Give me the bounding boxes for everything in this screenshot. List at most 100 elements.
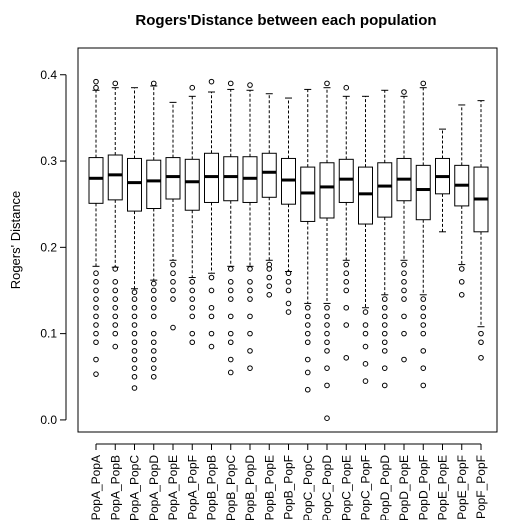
outlier <box>420 304 427 311</box>
outlier <box>266 291 273 298</box>
outlier <box>343 354 350 361</box>
outlier <box>170 279 176 285</box>
x-tick-label: PopF_PopF <box>474 455 488 519</box>
outlier <box>112 304 119 311</box>
outlier <box>247 266 253 272</box>
outlier <box>150 304 157 311</box>
outlier <box>458 279 465 285</box>
outlier <box>131 373 138 380</box>
outlier <box>401 89 407 95</box>
outlier <box>208 304 215 311</box>
outlier <box>112 322 119 328</box>
outlier <box>247 313 253 320</box>
outlier <box>304 339 311 346</box>
outlier <box>150 356 157 363</box>
outlier <box>150 80 157 87</box>
outlier <box>401 270 407 277</box>
x-tick-label: PopB_PopF <box>282 455 296 520</box>
outlier <box>304 330 311 337</box>
outlier <box>131 289 138 296</box>
outlier <box>170 270 176 277</box>
outlier <box>343 322 350 328</box>
outlier <box>131 322 138 328</box>
outlier <box>93 313 99 320</box>
outlier <box>112 80 119 87</box>
x-tick-label: PopB_PopD <box>243 455 257 520</box>
outlier <box>458 266 465 272</box>
outlier <box>93 287 99 294</box>
box <box>415 164 431 221</box>
outlier <box>420 80 427 87</box>
outlier <box>227 266 234 272</box>
outlier <box>227 80 234 87</box>
outlier <box>93 304 99 311</box>
x-tick-label: PopC_PopD <box>320 455 334 520</box>
outlier <box>420 330 427 337</box>
outlier <box>247 82 253 88</box>
outlier <box>93 339 99 346</box>
outlier <box>401 296 407 302</box>
outlier <box>304 313 311 320</box>
outlier <box>170 296 176 302</box>
chart-title: Rogers'Distance between each population <box>135 12 436 29</box>
outlier <box>381 339 388 346</box>
x-tick-label: PopD_PopE <box>397 455 411 520</box>
outlier <box>150 313 157 320</box>
outlier <box>227 287 234 294</box>
x-tick-label: PopB_PopB <box>205 455 219 520</box>
outlier <box>131 356 138 363</box>
outlier <box>208 313 215 320</box>
outlier <box>420 348 427 354</box>
outlier <box>227 339 234 346</box>
x-tick-label: PopA_PopB <box>108 455 122 520</box>
outlier <box>170 261 176 268</box>
outlier <box>381 296 388 302</box>
outlier <box>131 339 138 346</box>
outlier <box>343 261 350 268</box>
outlier <box>324 382 330 389</box>
box <box>338 158 354 203</box>
y-axis-label: Rogers' Distance <box>8 191 23 290</box>
outlier <box>150 365 157 371</box>
outlier <box>381 322 388 328</box>
outlier <box>304 369 311 376</box>
outlier <box>362 378 369 384</box>
box <box>223 156 239 202</box>
y-tick-label: 0.0 <box>40 413 57 427</box>
outlier <box>227 313 234 320</box>
x-tick-label: PopA_PopD <box>147 455 161 520</box>
outlier <box>401 279 407 285</box>
outlier <box>189 339 196 346</box>
outlier <box>381 304 388 311</box>
outlier <box>285 279 292 285</box>
outlier <box>227 369 234 376</box>
outlier <box>189 304 196 311</box>
outlier <box>150 296 157 302</box>
outlier <box>227 296 234 302</box>
outlier <box>343 279 350 285</box>
outlier <box>112 313 119 320</box>
outlier <box>401 356 407 363</box>
outlier <box>131 330 138 337</box>
outlier <box>131 313 138 320</box>
x-tick-label: PopB_PopE <box>262 455 276 520</box>
outlier <box>324 330 330 337</box>
outlier <box>381 330 388 337</box>
outlier <box>266 266 273 272</box>
plot-frame <box>77 47 498 433</box>
box <box>261 152 277 198</box>
outlier <box>208 78 215 85</box>
outlier <box>478 339 484 346</box>
outlier <box>478 354 484 361</box>
outlier <box>324 80 330 87</box>
outlier <box>208 330 215 337</box>
outlier <box>189 296 196 302</box>
outlier <box>93 330 99 337</box>
outlier <box>401 330 407 337</box>
outlier <box>247 365 253 371</box>
outlier <box>324 365 330 371</box>
outlier <box>93 270 99 277</box>
outlier <box>362 361 369 367</box>
outlier <box>131 385 138 391</box>
